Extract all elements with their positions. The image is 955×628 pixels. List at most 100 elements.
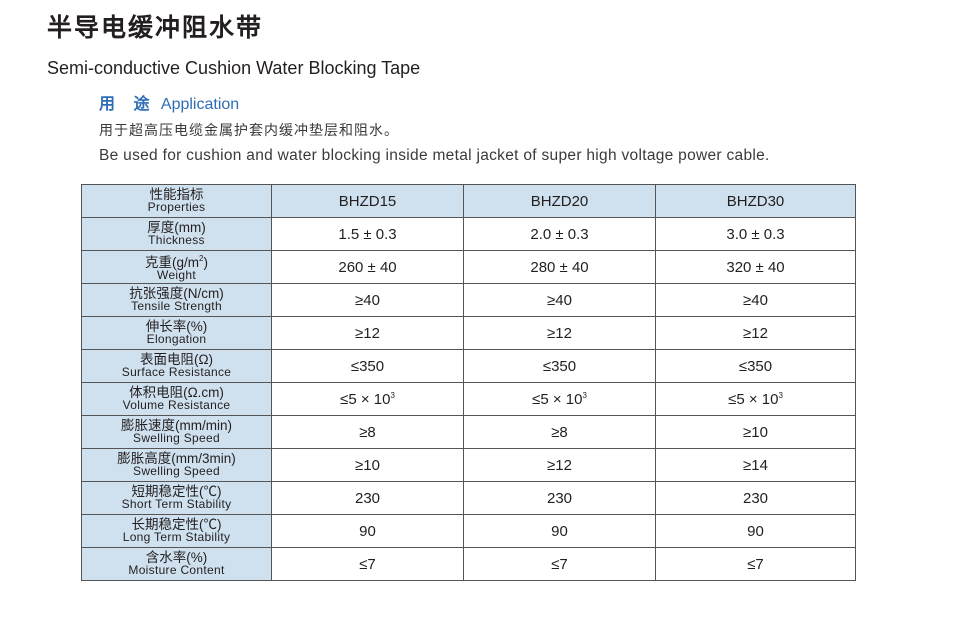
property-name-cn: 膨胀高度(mm/3min) xyxy=(117,451,236,466)
value-cell: ≥8 xyxy=(271,415,464,449)
property-name-cell: 膨胀速度(mm/min) Swelling Speed xyxy=(81,415,272,449)
value-cell: ≥10 xyxy=(655,415,856,449)
value-cell: 2.0 ± 0.3 xyxy=(463,217,656,251)
table-row: 含水率(%) Moisture Content ≤7 ≤7 ≤7 xyxy=(81,547,856,581)
property-name-cell: 短期稳定性(℃) Short Term Stability xyxy=(81,481,272,515)
value-cell: 90 xyxy=(271,514,464,548)
property-name-cn-part: 克重(g/m xyxy=(145,255,200,270)
property-name-cn: 膨胀速度(mm/min) xyxy=(121,418,232,433)
property-name-cn: 伸长率(%) xyxy=(145,319,208,334)
value-text: ≤350 xyxy=(738,357,773,375)
value-text: 3.0 ± 0.3 xyxy=(726,225,785,243)
application-desc-cn: 用于超高压电缆金属护套内缓冲垫层和阻水。 xyxy=(99,123,399,139)
value-text: ≥8 xyxy=(359,423,376,441)
header-model-3: BHZD30 xyxy=(655,184,856,218)
value-cell: 230 xyxy=(655,481,856,515)
value-cell: ≥8 xyxy=(463,415,656,449)
property-name-cn: 短期稳定性(℃) xyxy=(131,484,222,499)
property-name-en: Long Term Stability xyxy=(122,530,231,544)
value-cell: ≥40 xyxy=(463,283,656,317)
value-text: 90 xyxy=(359,522,376,540)
value-text: ≥10 xyxy=(355,456,380,474)
value-text: ≤5 × 10 xyxy=(340,390,391,408)
value-text: 1.5 ± 0.3 xyxy=(338,225,397,243)
property-name-cn: 表面电阻(Ω) xyxy=(139,352,214,367)
value-exponent: 3 xyxy=(778,390,783,400)
property-name-cn-part: ) xyxy=(203,255,208,270)
value-cell: 1.5 ± 0.3 xyxy=(271,217,464,251)
value-cell: 260 ± 40 xyxy=(271,250,464,284)
table-row: 体积电阻(Ω.cm) Volume Resistance ≤5 × 103 ≤5 × … xyxy=(81,382,856,416)
value-cell: ≥40 xyxy=(271,283,464,317)
property-name-cn: 长期稳定性(℃) xyxy=(131,517,222,532)
application-label-en: Application xyxy=(160,96,240,113)
property-name-cell: 含水率(%) Moisture Content xyxy=(81,547,272,581)
table-header-row: 性能指标 Properties BHZD15 BHZD20 BHZD30 xyxy=(81,184,856,218)
property-name-cn: 含水率(%) xyxy=(145,550,208,565)
property-name-cell: 表面电阻(Ω) Surface Resistance xyxy=(81,349,272,383)
value-text: ≤350 xyxy=(542,357,577,375)
property-name-en: Swelling Speed xyxy=(133,464,220,478)
value-cell: ≥10 xyxy=(271,448,464,482)
property-name-cell: 膨胀高度(mm/3min) Swelling Speed xyxy=(81,448,272,482)
table-row: 膨胀高度(mm/3min) Swelling Speed ≥10 ≥12 ≥14 xyxy=(81,448,856,482)
value-text: 280 ± 40 xyxy=(530,258,589,276)
value-cell: ≤7 xyxy=(271,547,464,581)
property-name-cell: 体积电阻(Ω.cm) Volume Resistance xyxy=(81,382,272,416)
value-text: ≥40 xyxy=(743,291,768,309)
value-text: ≤7 xyxy=(551,555,568,573)
value-text: ≥40 xyxy=(355,291,380,309)
property-name-en: Swelling Speed xyxy=(133,431,220,445)
value-text: 90 xyxy=(747,522,764,540)
value-text: ≥12 xyxy=(743,324,768,342)
value-cell: ≥14 xyxy=(655,448,856,482)
value-cell: 90 xyxy=(655,514,856,548)
value-text: 230 xyxy=(354,489,381,507)
value-cell: ≥12 xyxy=(655,316,856,350)
property-name-cell: 伸长率(%) Elongation xyxy=(81,316,272,350)
value-cell: 320 ± 40 xyxy=(655,250,856,284)
value-cell: 280 ± 40 xyxy=(463,250,656,284)
value-text: 90 xyxy=(551,522,568,540)
value-exponent: 3 xyxy=(582,390,587,400)
value-text: 320 ± 40 xyxy=(726,258,785,276)
application-desc-en: Be used for cushion and water blocking i… xyxy=(99,147,770,164)
value-cell: ≥12 xyxy=(463,448,656,482)
value-text: ≤7 xyxy=(359,555,376,573)
value-cell: ≤350 xyxy=(655,349,856,383)
property-name-cn: 体积电阻(Ω.cm) xyxy=(129,385,224,400)
value-text: ≤350 xyxy=(350,357,385,375)
header-model-1: BHZD15 xyxy=(271,184,464,218)
value-text: 230 xyxy=(546,489,573,507)
property-name-cell: 克重(g/m2) Weight xyxy=(81,250,272,284)
value-cell: ≤7 xyxy=(463,547,656,581)
table-row: 伸长率(%) Elongation ≥12 ≥12 ≥12 xyxy=(81,316,856,350)
value-cell: 230 xyxy=(463,481,656,515)
property-name-cn: 克重(g/m2) xyxy=(82,252,271,269)
property-name-cell: 厚度(mm) Thickness xyxy=(81,217,272,251)
value-text: 230 xyxy=(742,489,769,507)
table-row: 长期稳定性(℃) Long Term Stability 90 90 90 xyxy=(81,514,856,548)
value-cell: ≤350 xyxy=(271,349,464,383)
value-cell: ≥12 xyxy=(271,316,464,350)
property-name-cell: 长期稳定性(℃) Long Term Stability xyxy=(81,514,272,548)
property-name-cn-sup: 2 xyxy=(199,254,204,263)
table-row: 膨胀速度(mm/min) Swelling Speed ≥8 ≥8 ≥10 xyxy=(81,415,856,449)
value-text: ≥14 xyxy=(743,456,768,474)
property-name-en: Thickness xyxy=(148,233,205,247)
application-label-cn: 用 途 xyxy=(99,96,157,113)
table-row: 抗张强度(N/cm) Tensile Strength ≥40 ≥40 ≥40 xyxy=(81,283,856,317)
property-name-en: Volume Resistance xyxy=(122,398,231,412)
properties-table: 性能指标 Properties BHZD15 BHZD20 BHZD30 厚度(… xyxy=(81,184,856,581)
value-text: ≥12 xyxy=(355,324,380,342)
value-cell: ≥12 xyxy=(463,316,656,350)
property-name-cn: 厚度(mm) xyxy=(147,220,206,235)
value-cell: 90 xyxy=(463,514,656,548)
page-title-en: Semi-conductive Cushion Water Blocking T… xyxy=(47,58,421,78)
table-row: 表面电阻(Ω) Surface Resistance ≤350 ≤350 ≤350 xyxy=(81,349,856,383)
value-cell: 230 xyxy=(271,481,464,515)
value-text: 260 ± 40 xyxy=(338,258,397,276)
page-title-cn: 半导电缓冲阻水带 xyxy=(47,13,264,42)
value-text: ≥12 xyxy=(547,324,572,342)
value-text: ≤5 × 10 xyxy=(532,390,583,408)
